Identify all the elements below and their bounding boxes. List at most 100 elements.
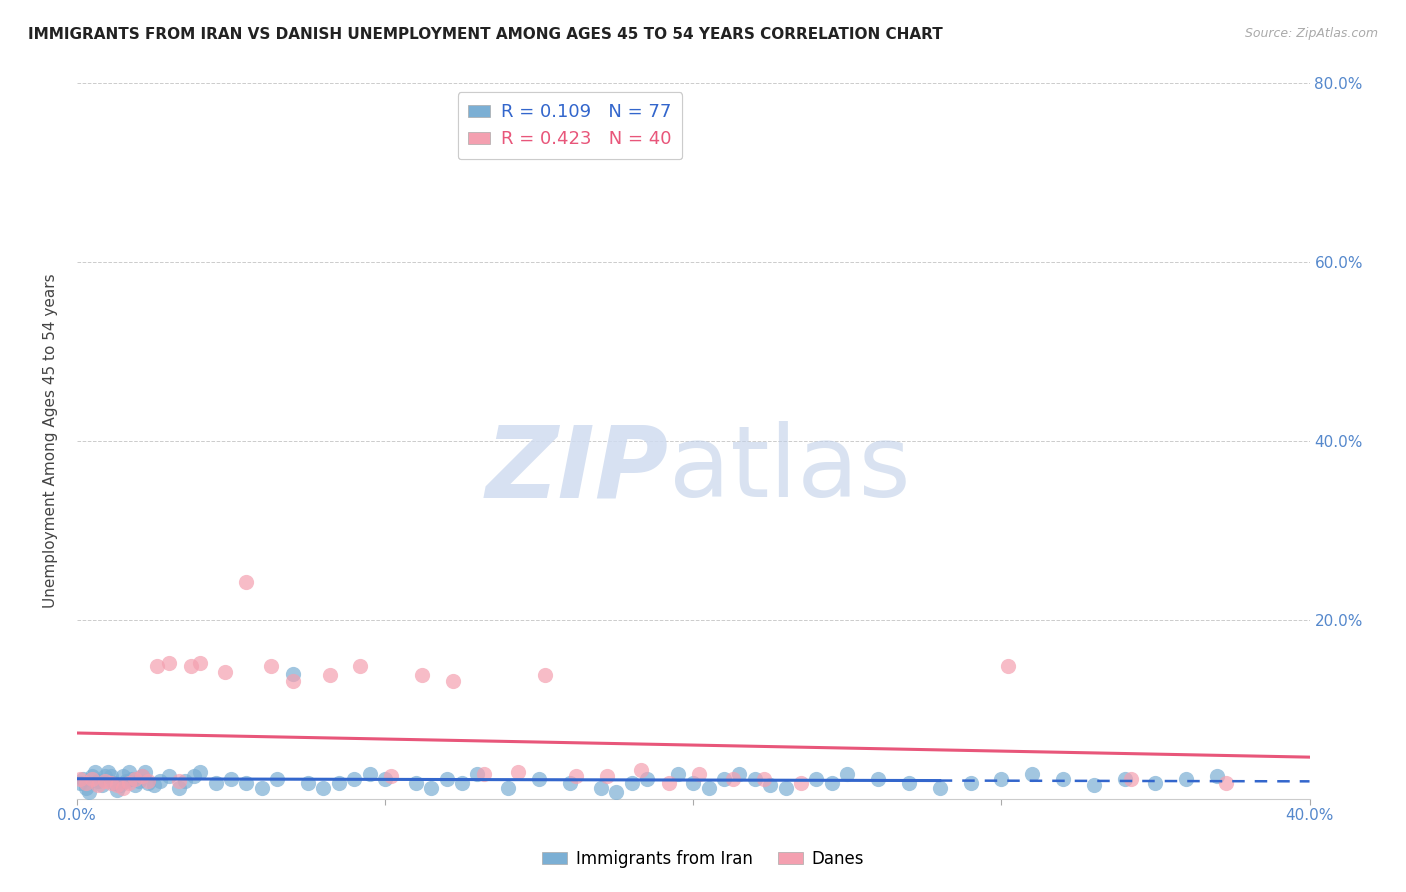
Point	[374, 772, 396, 786]
Point	[1144, 775, 1167, 789]
Point	[467, 766, 489, 780]
Point	[666, 766, 689, 780]
Point	[420, 780, 443, 795]
Point	[100, 775, 122, 789]
Point	[82, 769, 104, 783]
Text: Source: ZipAtlas.com: Source: ZipAtlas.com	[1244, 27, 1378, 40]
Point	[1021, 766, 1043, 780]
Point	[752, 772, 775, 786]
Point	[93, 773, 115, 788]
Point	[451, 775, 474, 789]
Point	[84, 764, 107, 779]
Point	[688, 766, 710, 780]
Point	[131, 769, 153, 783]
Point	[589, 780, 612, 795]
Point	[534, 668, 557, 682]
Point	[1052, 772, 1074, 786]
Point	[498, 780, 520, 795]
Point	[605, 784, 627, 798]
Point	[235, 575, 257, 590]
Point	[124, 778, 146, 792]
Point	[1206, 769, 1229, 783]
Point	[837, 766, 859, 780]
Point	[108, 778, 131, 792]
Point	[359, 766, 381, 780]
Point	[131, 769, 153, 783]
Point	[636, 772, 658, 786]
Point	[124, 772, 146, 786]
Point	[657, 775, 679, 789]
Point	[136, 773, 159, 788]
Point	[1119, 772, 1142, 786]
Point	[105, 782, 128, 797]
Point	[897, 775, 920, 789]
Point	[472, 766, 495, 780]
Point	[115, 773, 138, 788]
Text: ZIP: ZIP	[485, 421, 668, 518]
Point	[318, 668, 340, 682]
Point	[380, 769, 402, 783]
Point	[69, 775, 91, 789]
Point	[105, 778, 128, 792]
Point	[312, 780, 335, 795]
Y-axis label: Unemployment Among Ages 45 to 54 years: Unemployment Among Ages 45 to 54 years	[44, 274, 58, 608]
Point	[235, 775, 257, 789]
Point	[411, 668, 433, 682]
Point	[219, 772, 242, 786]
Point	[142, 778, 165, 792]
Point	[1215, 775, 1237, 789]
Point	[82, 772, 104, 786]
Point	[723, 772, 745, 786]
Point	[928, 780, 950, 795]
Point	[744, 772, 766, 786]
Point	[180, 659, 202, 673]
Point	[759, 778, 782, 792]
Point	[167, 780, 190, 795]
Point	[620, 775, 643, 789]
Point	[112, 769, 135, 783]
Point	[281, 673, 304, 688]
Point	[959, 775, 981, 789]
Point	[558, 775, 581, 789]
Point	[630, 763, 652, 777]
Point	[713, 772, 735, 786]
Point	[297, 775, 319, 789]
Point	[87, 778, 110, 792]
Point	[93, 769, 115, 783]
Point	[682, 775, 704, 789]
Point	[188, 656, 211, 670]
Point	[188, 764, 211, 779]
Point	[183, 769, 205, 783]
Point	[436, 772, 458, 786]
Point	[349, 659, 371, 673]
Point	[72, 772, 94, 786]
Point	[97, 764, 120, 779]
Point	[173, 773, 195, 788]
Point	[134, 764, 156, 779]
Point	[405, 775, 427, 789]
Point	[596, 769, 619, 783]
Point	[506, 764, 529, 779]
Point	[136, 775, 159, 789]
Legend: Immigrants from Iran, Danes: Immigrants from Iran, Danes	[536, 844, 870, 875]
Point	[157, 769, 180, 783]
Point	[527, 772, 550, 786]
Point	[697, 780, 720, 795]
Text: IMMIGRANTS FROM IRAN VS DANISH UNEMPLOYMENT AMONG AGES 45 TO 54 YEARS CORRELATIO: IMMIGRANTS FROM IRAN VS DANISH UNEMPLOYM…	[28, 27, 943, 42]
Point	[565, 769, 588, 783]
Point	[1083, 778, 1105, 792]
Point	[868, 772, 890, 786]
Point	[157, 656, 180, 670]
Point	[167, 773, 190, 788]
Point	[90, 778, 112, 792]
Point	[441, 673, 464, 688]
Point	[806, 772, 828, 786]
Point	[728, 766, 751, 780]
Point	[266, 772, 288, 786]
Point	[69, 772, 91, 786]
Point	[775, 780, 797, 795]
Legend: R = 0.109   N = 77, R = 0.423   N = 40: R = 0.109 N = 77, R = 0.423 N = 40	[457, 93, 682, 159]
Point	[112, 780, 135, 795]
Point	[149, 773, 172, 788]
Point	[77, 784, 100, 798]
